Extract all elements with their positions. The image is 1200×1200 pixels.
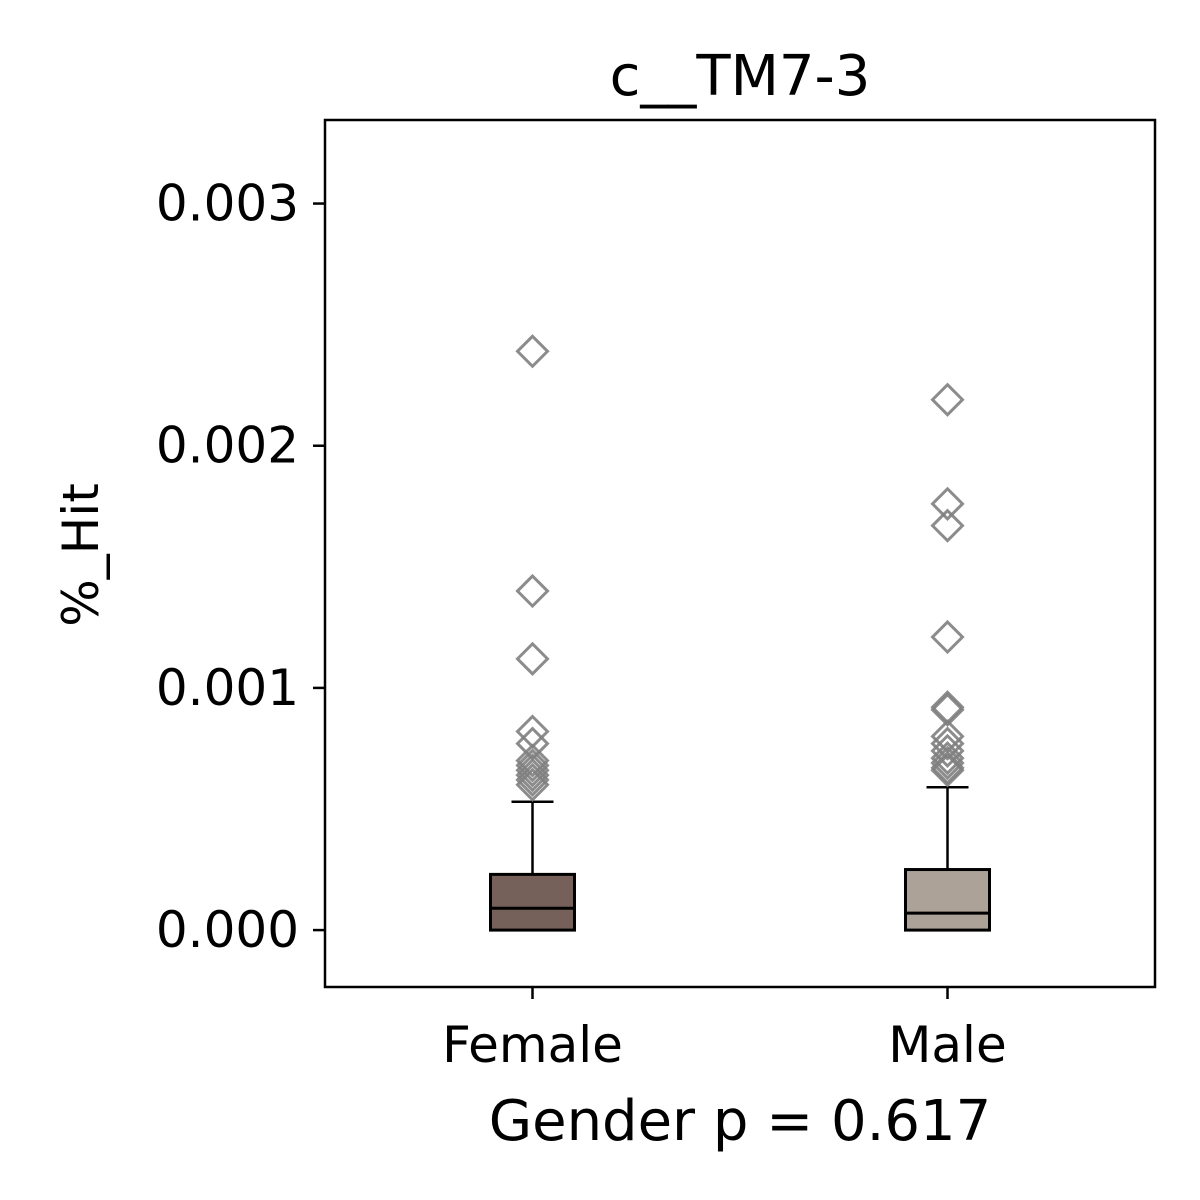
outlier-point [515, 762, 550, 798]
outlier-point [930, 726, 965, 761]
y-tick-label: 0.000 [156, 901, 299, 959]
x-tick-label: Female [442, 1016, 623, 1074]
outlier-point [515, 767, 550, 802]
y-axis-label: %_Hit [52, 483, 110, 627]
outlier-point [515, 757, 550, 793]
outlier-point [930, 619, 965, 655]
outlier-point [515, 743, 550, 778]
outlier-point [515, 573, 550, 609]
outlier-point [930, 508, 965, 543]
plot-area: 0.000 0.001 0.002 0.003 Female Male [156, 175, 1007, 1074]
outlier-point [930, 750, 965, 785]
outlier-point [515, 714, 550, 749]
outlier-point [515, 334, 550, 369]
outlier-point [930, 745, 965, 781]
outlier-point [930, 486, 965, 521]
box-male [904, 868, 991, 932]
y-tick-label: 0.001 [156, 659, 299, 717]
outlier-point [515, 753, 550, 788]
box-female [489, 872, 576, 932]
chart-title: c__TM7-3 [610, 44, 871, 109]
x-axis-label: Gender p = 0.617 [489, 1089, 992, 1154]
outlier-point [930, 753, 965, 788]
y-tick-label: 0.003 [156, 175, 299, 233]
y-tick-label: 0.002 [156, 417, 299, 475]
outlier-point [930, 733, 965, 768]
outlier-point [930, 741, 965, 776]
x-tick-label: Male [888, 1016, 1006, 1074]
outlier-point [930, 692, 965, 727]
outlier-point [515, 641, 550, 676]
plot-frame [323, 118, 1157, 989]
outlier-point [515, 748, 550, 783]
outlier-point [930, 382, 965, 417]
